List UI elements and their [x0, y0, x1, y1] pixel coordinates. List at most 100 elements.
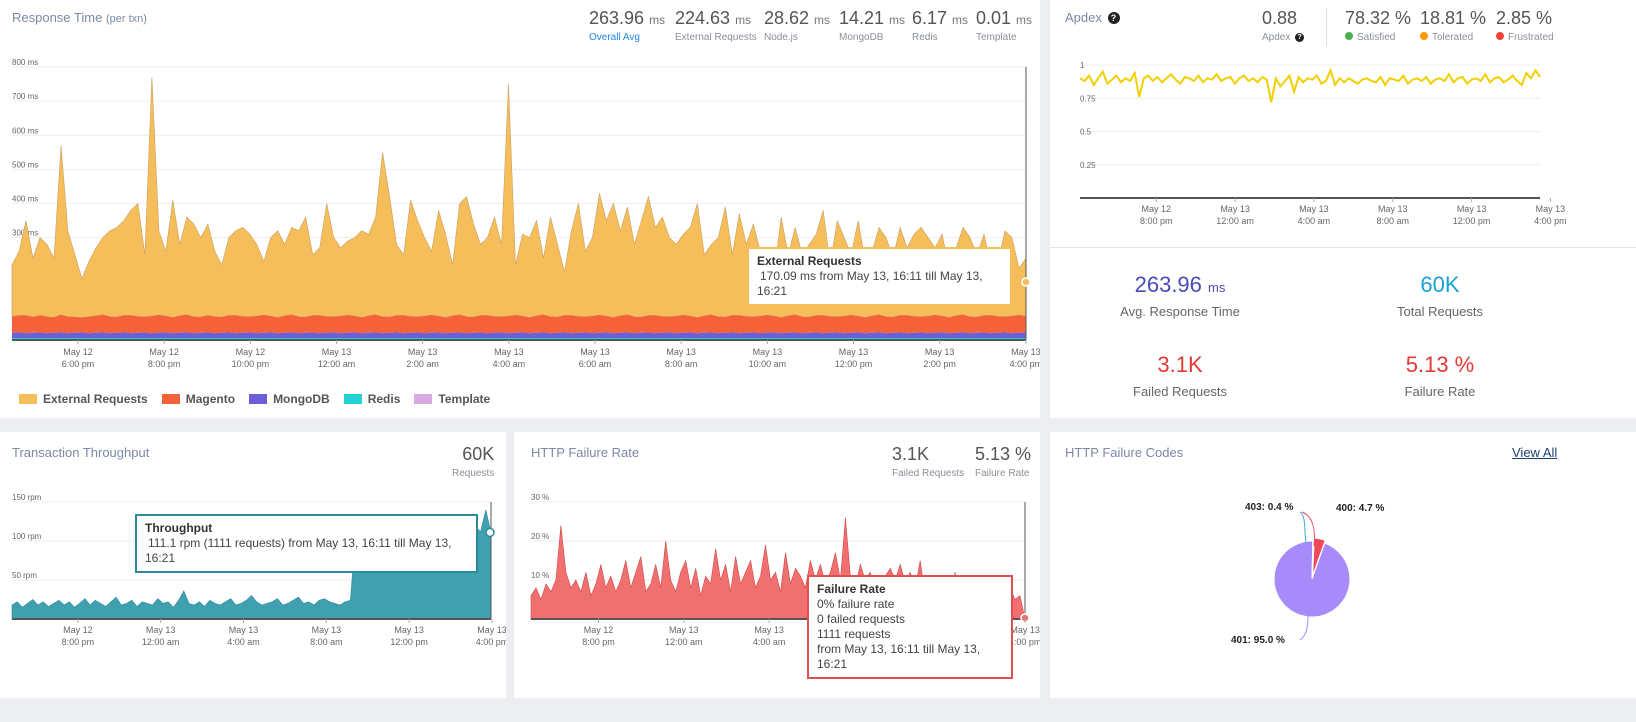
y-tick-label: 100 rpm	[12, 532, 42, 541]
x-tick-label: May 13	[1011, 347, 1040, 357]
legend-swatch	[19, 394, 37, 404]
x-tick-label: 8:00 pm	[62, 637, 95, 647]
legend-item[interactable]: Magento	[161, 392, 235, 406]
failure-rate-stat: 5.13 % Failure Rate	[975, 444, 1032, 479]
legend-item[interactable]: Template	[414, 392, 490, 406]
x-tick-label: May 13	[146, 625, 176, 635]
x-tick-label: 4:00 am	[1298, 216, 1331, 226]
response-time-legend: External Requests Magento MongoDB Redis Temp…	[19, 392, 490, 406]
satisfied-dot-icon	[1345, 32, 1353, 40]
x-tick-label: 4:00 am	[753, 637, 786, 647]
y-tick-label: 150 rpm	[12, 493, 42, 502]
x-tick-label: 2:00 am	[406, 359, 439, 369]
x-tick-label: May 13	[312, 625, 342, 635]
y-tick-label: 1	[1080, 61, 1085, 70]
legend-item[interactable]: Redis	[343, 392, 400, 406]
tolerated-dot-icon	[1420, 32, 1428, 40]
x-tick-label: May 13	[477, 625, 506, 635]
throughput-panel: Transaction Throughput 60K Requests 50 r…	[0, 432, 506, 698]
x-tick-label: May 13	[580, 347, 610, 357]
x-tick-label: 6:00 pm	[62, 359, 95, 369]
x-tick-label: 10:00 am	[749, 359, 787, 369]
legend-swatch	[249, 394, 268, 404]
x-tick-label: May 12	[63, 625, 93, 635]
help-icon[interactable]: ?	[1107, 12, 1120, 24]
legend-item[interactable]: External Requests	[19, 392, 148, 406]
divider	[1326, 8, 1327, 46]
x-tick-label: May 13	[669, 625, 699, 635]
x-tick-label: 4:00 pm	[1534, 216, 1567, 226]
failure-codes-pie-chart[interactable]: 403: 0.4 % 400: 4.7 % 401: 95.0 %	[1050, 468, 1636, 698]
y-tick-label: 0.25	[1080, 161, 1096, 170]
pie-label: 403: 0.4 %	[1245, 502, 1293, 513]
response-time-stat: 0.01 ms Template	[976, 8, 1033, 43]
help-icon[interactable]: ?	[1295, 33, 1305, 42]
leader-line	[1301, 511, 1315, 547]
area-series-mongodb	[12, 332, 1026, 338]
pie-slice-403	[1311, 537, 1315, 577]
legend-swatch	[414, 394, 433, 404]
apdex-score: 0.88 Apdex ?	[1262, 8, 1305, 43]
x-tick-label: May 13	[666, 347, 696, 357]
x-tick-label: May 13	[839, 347, 869, 357]
view-all-link[interactable]: View All	[1512, 445, 1558, 460]
apdex-frustrated: 2.85 % Frustrated	[1496, 8, 1554, 43]
x-tick-label: May 12	[149, 347, 179, 357]
response-time-stat: 28.62 ms Node.js	[764, 8, 831, 43]
y-tick-label: 50 rpm	[12, 571, 37, 580]
x-tick-label: May 12	[1141, 204, 1171, 214]
response-time-stat: 14.21 ms MongoDB	[839, 8, 906, 43]
y-tick-label: 0.5	[1080, 128, 1092, 137]
x-tick-label: May 13	[394, 625, 424, 635]
x-tick-label: 8:00 am	[665, 359, 698, 369]
response-time-stat: 224.63 ms External Requests	[675, 8, 757, 43]
failure-rate-title: HTTP Failure Rate	[531, 445, 640, 460]
x-tick-label: May 13	[1220, 204, 1250, 214]
apdex-panel: Apdex ? 0.88 Apdex ? 78.32 % Satisfied 1…	[1050, 0, 1636, 418]
apdex-chart[interactable]: 0.25 0.5 0.75 1 May 12 8:00 pm May 13 12:00 am M…	[1050, 50, 1636, 235]
x-tick-label: May 12	[63, 347, 93, 357]
legend-item[interactable]: MongoDB	[249, 392, 330, 406]
hover-marker	[1021, 277, 1031, 287]
x-tick-label: May 13	[925, 347, 955, 357]
hover-marker	[485, 527, 495, 538]
area-series-magento	[12, 314, 1026, 334]
x-tick-label: May 13	[1299, 204, 1329, 214]
throughput-requests-stat: 60K Requests	[452, 444, 495, 479]
x-tick-label: May 13	[1457, 204, 1487, 214]
x-tick-label: 8:00 am	[1376, 216, 1409, 226]
failed-requests-stat: 3.1K Failed Requests	[892, 444, 965, 479]
x-tick-label: 12:00 pm	[835, 359, 873, 369]
pie-label: 400: 4.7 %	[1336, 503, 1384, 514]
legend-swatch	[343, 394, 362, 404]
x-tick-label: May 13	[322, 347, 352, 357]
x-tick-label: 12:00 am	[318, 359, 356, 369]
response-time-tooltip: External Requests 170.09 ms from May 13,…	[747, 247, 1012, 306]
y-tick-label: 30 %	[531, 493, 549, 502]
response-time-stat[interactable]: 263.96 ms Overall Avg	[589, 8, 666, 43]
x-tick-label: 12:00 pm	[1453, 216, 1491, 226]
x-tick-label: 12:00 am	[142, 637, 180, 647]
x-tick-label: May 13	[494, 347, 524, 357]
x-tick-label: May 13	[753, 347, 783, 357]
failed-requests-summary: 3.1K Failed Requests	[1133, 352, 1227, 399]
frustrated-dot-icon	[1496, 32, 1504, 40]
x-tick-label: 4:00 pm	[476, 637, 506, 647]
response-time-stat: 6.17 ms Redis	[912, 8, 969, 43]
x-tick-label: May 13	[408, 347, 438, 357]
x-tick-label: 8:00 pm	[582, 637, 615, 647]
pie-slice-401	[1273, 540, 1351, 618]
y-tick-label: 400 ms	[12, 195, 38, 204]
pie-label: 401: 95.0 %	[1231, 635, 1285, 646]
x-tick-label: 4:00 am	[493, 359, 526, 369]
total-requests-summary: 60K Total Requests	[1397, 272, 1483, 319]
x-tick-label: 4:00 am	[227, 637, 260, 647]
x-tick-label: 4:00 pm	[1009, 637, 1040, 647]
x-tick-label: 4:00 pm	[1010, 359, 1040, 369]
x-tick-label: 8:00 pm	[148, 359, 181, 369]
x-tick-label: 2:00 pm	[923, 359, 956, 369]
apdex-tolerated: 18.81 % Tolerated	[1420, 8, 1487, 43]
x-tick-label: May 13	[1536, 204, 1566, 214]
x-tick-label: May 13	[754, 625, 784, 635]
